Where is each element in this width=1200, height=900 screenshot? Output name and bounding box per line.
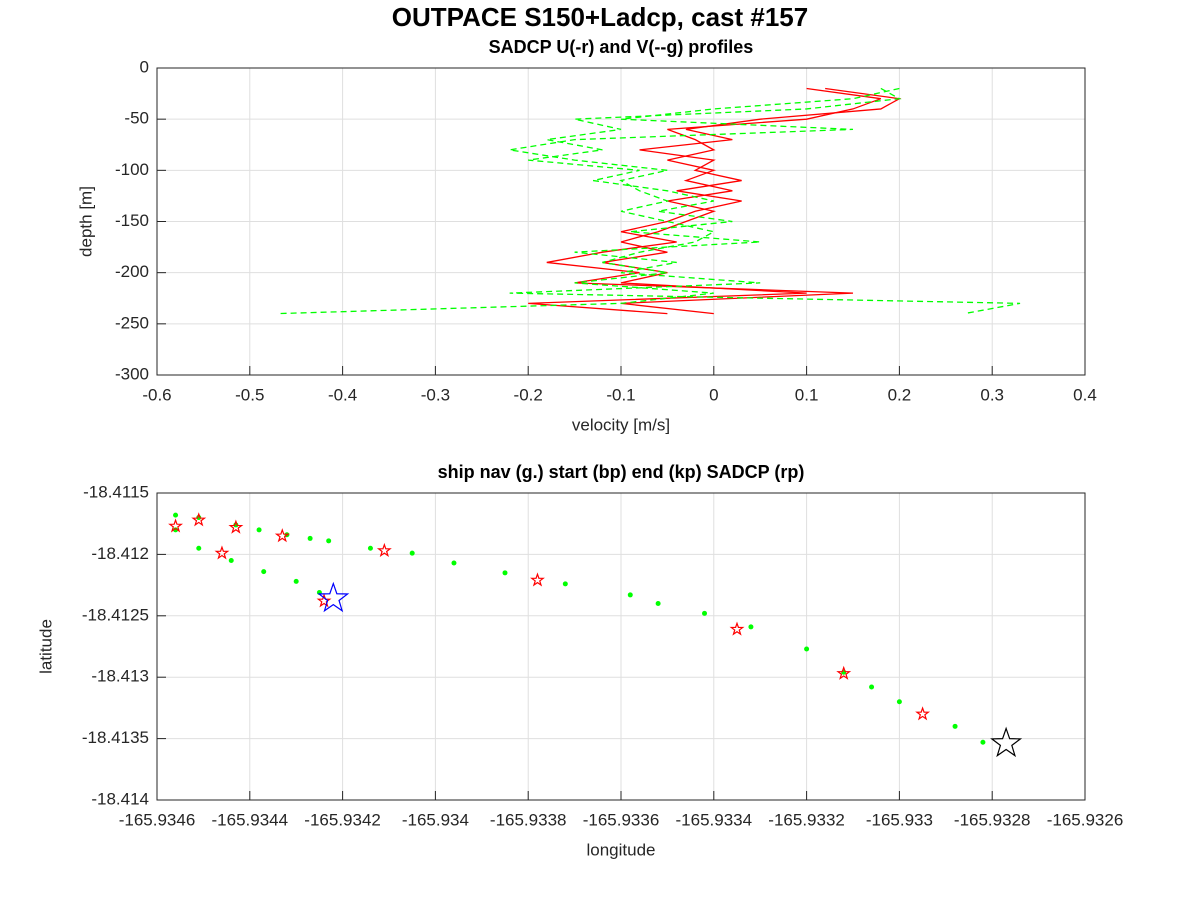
dot-marker <box>748 624 754 630</box>
x-tick-label: 0.2 <box>888 385 912 404</box>
x-tick-label: -165.9326 <box>1047 810 1124 829</box>
star-marker <box>168 518 184 533</box>
y-tick-label: -18.4115 <box>83 482 149 501</box>
dot-marker <box>562 581 568 587</box>
star-marker <box>228 519 244 534</box>
star-marker <box>836 665 852 680</box>
x-tick-label: -165.9334 <box>676 810 753 829</box>
dot-marker <box>367 545 373 551</box>
star-marker <box>316 593 332 608</box>
dot-marker <box>256 527 262 533</box>
dot-marker <box>627 592 633 598</box>
x-tick-label: -165.9342 <box>304 810 381 829</box>
dot-marker <box>261 569 267 575</box>
star-marker <box>376 542 392 558</box>
y-tick-label: -150 <box>115 211 149 230</box>
x-tick-label: -165.9338 <box>490 810 567 829</box>
chart-title: SADCP U(-r) and V(--g) profiles <box>489 37 754 57</box>
star-marker <box>317 581 350 613</box>
y-tick-label: -18.413 <box>91 667 149 686</box>
dot-marker <box>307 535 313 541</box>
dot-marker <box>980 739 986 745</box>
y-tick-label: -18.412 <box>91 544 149 563</box>
x-tick-label: -165.9328 <box>954 810 1031 829</box>
dot-marker <box>952 723 958 729</box>
x-tick-label: -0.1 <box>606 385 635 404</box>
star-marker <box>729 621 745 636</box>
dot-marker <box>869 684 875 690</box>
x-tick-label: -165.934 <box>402 810 469 829</box>
dot-marker <box>702 610 708 616</box>
dot-marker <box>173 527 179 533</box>
y-tick-label: -18.4135 <box>82 728 149 747</box>
profile-line <box>277 87 900 315</box>
y-tick-label: -18.4125 <box>82 605 149 624</box>
y-tick-label: -100 <box>115 160 149 179</box>
x-tick-label: -0.5 <box>235 385 264 404</box>
dot-marker <box>196 545 202 551</box>
y-tick-label: -300 <box>115 364 149 383</box>
star-marker <box>274 528 290 543</box>
dot-marker <box>896 699 902 705</box>
profile-line <box>509 87 1021 315</box>
dot-marker <box>409 550 415 556</box>
y-tick-label: -50 <box>124 109 149 128</box>
chart-title: ship nav (g.) start (bp) end (kp) SADCP … <box>438 462 805 482</box>
x-tick-label: -0.6 <box>142 385 171 404</box>
plot-marks <box>168 512 1023 758</box>
x-tick-label: -165.9336 <box>583 810 660 829</box>
dot-marker <box>655 601 661 607</box>
x-tick-label: -165.9346 <box>119 810 196 829</box>
y-axis-label: latitude <box>36 619 55 674</box>
axes-box <box>156 67 1086 376</box>
dot-marker <box>804 646 810 652</box>
plot-marks <box>277 87 1021 315</box>
axes-box <box>156 492 1086 801</box>
dot-marker <box>451 560 457 566</box>
x-tick-label: 0.1 <box>795 385 819 404</box>
x-axis-label: velocity [m/s] <box>572 415 670 434</box>
star-marker <box>915 706 931 721</box>
star-marker <box>990 726 1023 758</box>
dot-marker <box>502 570 508 576</box>
dot-marker <box>228 558 234 564</box>
star-marker <box>191 512 207 527</box>
dot-marker <box>293 578 299 584</box>
y-tick-label: -250 <box>115 313 149 332</box>
x-tick-label: -165.9332 <box>768 810 845 829</box>
y-tick-label: -200 <box>115 262 149 281</box>
x-tick-label: -165.9344 <box>212 810 289 829</box>
y-axis-label: depth [m] <box>76 186 95 257</box>
dot-marker <box>326 538 332 544</box>
y-tick-label: 0 <box>140 57 149 76</box>
star-marker <box>214 545 230 560</box>
star-marker <box>530 572 545 587</box>
dot-marker <box>173 512 179 518</box>
y-tick-label: -18.414 <box>91 789 149 808</box>
x-axis-label: longitude <box>586 840 655 859</box>
x-tick-label: 0.4 <box>1073 385 1097 404</box>
x-tick-label: -0.4 <box>328 385 357 404</box>
x-tick-label: 0.3 <box>980 385 1004 404</box>
x-tick-label: -0.2 <box>514 385 543 404</box>
x-tick-label: 0 <box>709 385 718 404</box>
profile-line <box>546 87 902 315</box>
figure-title: OUTPACE S150+Ladcp, cast #157 <box>392 2 808 32</box>
x-tick-label: -165.933 <box>866 810 933 829</box>
x-tick-label: -0.3 <box>421 385 450 404</box>
